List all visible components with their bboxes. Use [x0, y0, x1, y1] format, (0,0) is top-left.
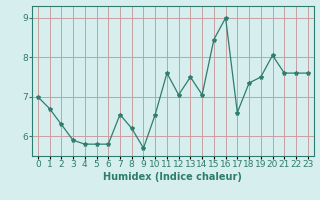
X-axis label: Humidex (Indice chaleur): Humidex (Indice chaleur) [103, 172, 242, 182]
